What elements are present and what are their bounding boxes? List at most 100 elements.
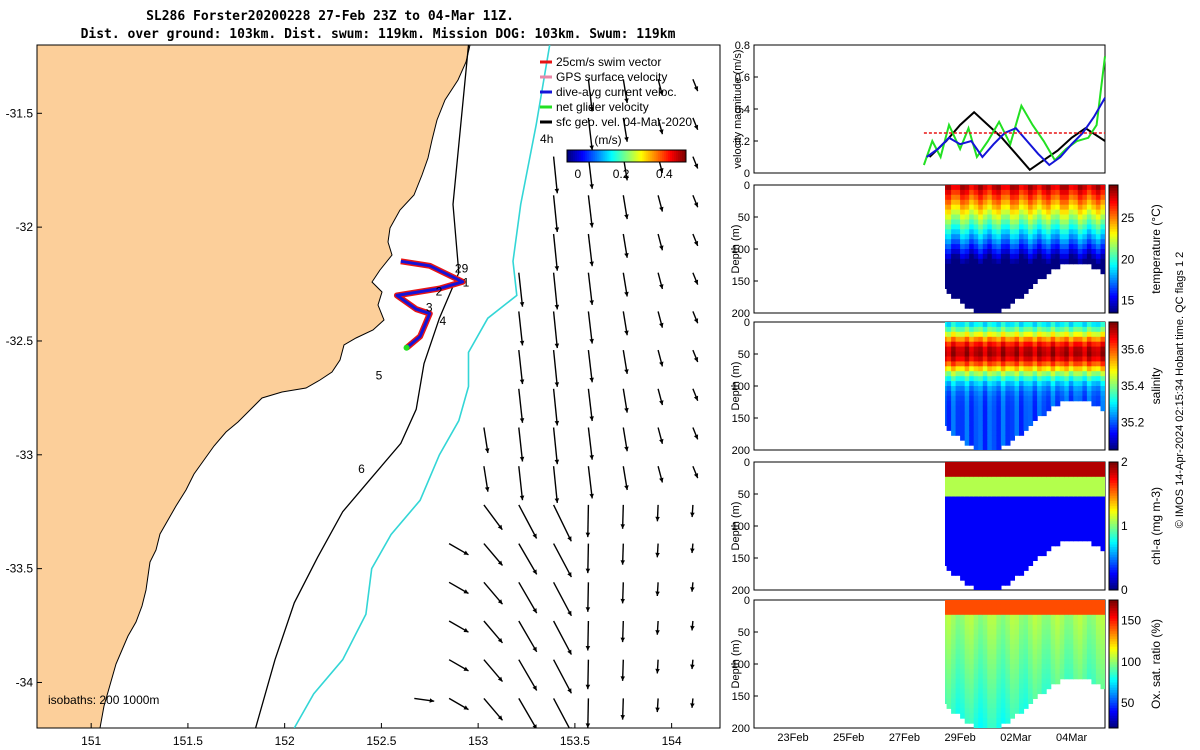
- section-cell: [1005, 390, 1011, 397]
- section-colorbar-cell: [1109, 215, 1118, 219]
- section-cell: [951, 491, 957, 497]
- section-cell: [1064, 673, 1070, 680]
- section-colorbar-cell: [1109, 722, 1118, 726]
- section-cell: [969, 698, 975, 704]
- section-cell: [951, 283, 957, 289]
- section-cell: [1073, 194, 1079, 201]
- section-cell: [1000, 639, 1006, 645]
- section-colorbar-cell: [1109, 287, 1118, 291]
- section-cell: [955, 189, 961, 196]
- section-cell: [955, 619, 961, 626]
- section-cell: [960, 639, 966, 645]
- section-cell: [987, 341, 993, 348]
- section-cell: [1023, 688, 1029, 695]
- section-cell: [1100, 496, 1105, 502]
- section-cell: [1064, 386, 1070, 392]
- section-cell: [1059, 194, 1065, 201]
- section-cell: [1100, 654, 1105, 660]
- section-cell: [960, 425, 966, 431]
- section-cell: [1019, 331, 1025, 338]
- section-cell: [1091, 326, 1097, 333]
- section-cell: [1009, 600, 1015, 606]
- section-cell: [1068, 521, 1074, 527]
- section-cell: [951, 224, 957, 230]
- section-cell: [996, 400, 1002, 407]
- section-cell: [1041, 604, 1047, 611]
- section-cell: [1046, 639, 1052, 645]
- section-colorbar-cell: [1109, 656, 1118, 660]
- section-cell: [946, 668, 952, 675]
- section-cell: [987, 395, 993, 402]
- section-colorbar-cell: [1109, 531, 1118, 535]
- section-cell: [1000, 278, 1006, 284]
- section-cell: [1077, 619, 1083, 626]
- section-cell: [969, 535, 975, 542]
- section-cell: [946, 466, 952, 473]
- section-cell: [996, 550, 1002, 557]
- section-cell: [955, 476, 961, 483]
- current-vector-head: [585, 568, 591, 574]
- section-cell: [1019, 336, 1025, 343]
- section-cell: [978, 654, 984, 660]
- section-cell: [1064, 336, 1070, 343]
- current-vector-head: [624, 407, 629, 413]
- section-cell: [1014, 278, 1020, 284]
- section-cell: [1037, 678, 1043, 685]
- section-cell: [1064, 194, 1070, 201]
- section-cell: [1055, 214, 1061, 220]
- section-cell: [1032, 649, 1038, 655]
- section-cell: [987, 400, 993, 407]
- section-cell: [1055, 381, 1061, 387]
- section-cell: [1000, 425, 1006, 431]
- section-cell: [946, 288, 952, 294]
- section-cell: [987, 526, 993, 532]
- map-annotation: 4: [439, 314, 446, 328]
- section-cell: [1095, 639, 1101, 645]
- section-cell: [1068, 224, 1074, 230]
- section-colorbar-cell: [1109, 554, 1118, 558]
- section-cell: [1041, 234, 1047, 240]
- section-cell: [945, 283, 948, 289]
- section-cell: [1005, 239, 1011, 245]
- section-cell: [1064, 462, 1070, 468]
- section-cell: [1019, 654, 1025, 660]
- section-cell: [1095, 356, 1101, 362]
- section-cell: [969, 580, 975, 586]
- section-cell: [973, 341, 979, 348]
- section-cell: [1082, 395, 1088, 402]
- section-cell: [951, 425, 957, 431]
- section-colorbar-cell: [1109, 419, 1118, 423]
- section-cell: [1023, 268, 1029, 275]
- section-cell: [945, 381, 948, 387]
- section-cell: [1009, 298, 1015, 304]
- current-vector-head: [693, 434, 699, 440]
- section-cell: [1050, 224, 1056, 230]
- section-cell: [982, 283, 988, 289]
- section-cell: [1014, 371, 1020, 377]
- section-cell: [973, 471, 979, 478]
- section-cell: [1077, 219, 1083, 225]
- section-cell: [1068, 361, 1074, 367]
- map-x-tick-label: 152: [275, 734, 295, 748]
- section-cell: [982, 351, 988, 357]
- section-colorbar-cell: [1109, 185, 1118, 189]
- section-cell: [1028, 386, 1034, 392]
- section-cell: [1014, 629, 1020, 635]
- section-cell: [1009, 698, 1015, 704]
- section-cell: [1028, 194, 1034, 201]
- section-cell: [1046, 629, 1052, 635]
- section-cell: [1019, 570, 1025, 576]
- section-cell: [951, 516, 957, 522]
- section-cell: [955, 600, 961, 606]
- section-cell: [964, 331, 970, 338]
- section-colorbar-cell: [1109, 233, 1118, 237]
- section-cell: [1077, 322, 1083, 328]
- section-cell: [1055, 244, 1061, 250]
- section-cell: [955, 609, 961, 616]
- section-cell: [1028, 476, 1034, 483]
- section-cell: [969, 219, 975, 225]
- section-cell: [1046, 609, 1052, 616]
- section-cell: [1046, 376, 1052, 382]
- section-colorbar-frame: [1108, 461, 1119, 591]
- section-cell: [1028, 688, 1034, 695]
